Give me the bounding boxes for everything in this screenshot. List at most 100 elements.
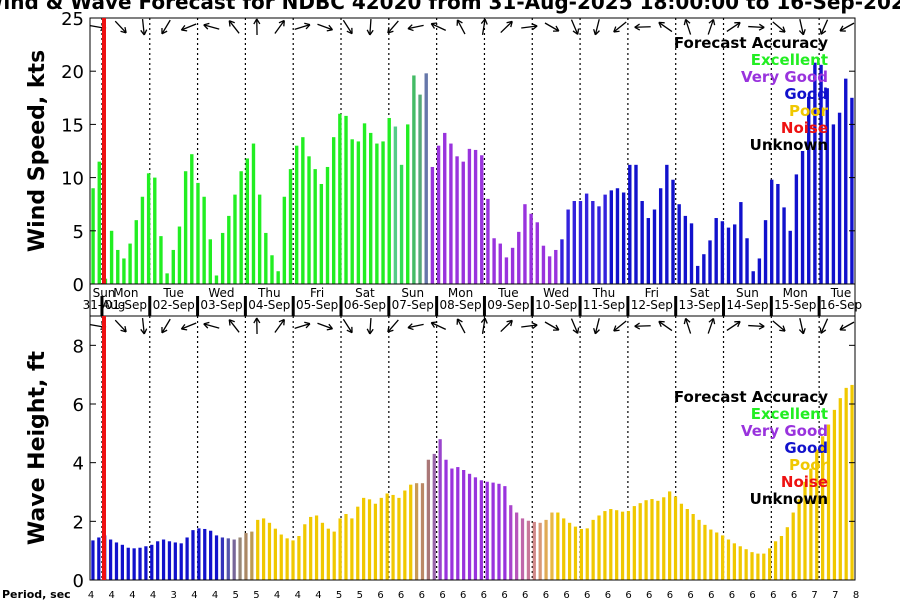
wind-bar	[369, 133, 372, 284]
day-separator	[340, 296, 343, 316]
wave-bar	[291, 540, 294, 580]
wind-bar	[640, 201, 643, 284]
direction-arrow	[180, 320, 197, 332]
wind-bar	[178, 227, 181, 284]
wave-bar	[762, 554, 765, 580]
wind-bar	[190, 154, 193, 284]
wave-bar	[286, 538, 289, 580]
direction-arrow	[771, 319, 787, 334]
wind-bar	[486, 199, 489, 284]
wave-bar	[338, 518, 341, 580]
direction-arrow	[203, 321, 220, 331]
wave-bar	[439, 439, 442, 580]
direction-arrow	[612, 20, 628, 35]
period-value: 6	[770, 590, 776, 600]
wind-bar	[246, 158, 249, 284]
y-tick-label: 5	[73, 222, 84, 243]
wave-bar	[715, 532, 718, 580]
wind-bar	[702, 254, 705, 284]
wave-bar	[568, 523, 571, 580]
direction-arrow	[430, 21, 447, 33]
wind-bar	[597, 206, 600, 284]
wind-bar	[320, 184, 323, 284]
wave-bar	[344, 514, 347, 580]
wave-bar	[444, 460, 447, 580]
wave-bar	[315, 515, 318, 580]
period-value: 5	[253, 590, 259, 600]
period-value: 6	[377, 590, 383, 600]
legend-entry: Good	[784, 439, 828, 457]
period-value: 5	[336, 590, 342, 600]
wave-bar	[162, 540, 165, 580]
wave-bar	[756, 554, 759, 580]
legend-entry: Excellent	[751, 51, 828, 69]
period-value: 6	[439, 590, 445, 600]
wave-bar	[639, 503, 642, 580]
wave-bar	[197, 528, 200, 580]
wind-bar	[523, 204, 526, 284]
wind-bar	[135, 220, 138, 284]
direction-arrow	[227, 318, 242, 334]
wind-bar	[196, 183, 199, 284]
period-value: 6	[625, 590, 631, 600]
wave-bar	[362, 498, 365, 580]
direction-arrow	[657, 319, 674, 333]
day-separator	[531, 296, 534, 316]
period-value: 3	[171, 590, 177, 600]
wave-y-label: Wave Height, ft	[25, 350, 50, 545]
wind-bar	[418, 95, 421, 284]
wave-bar	[391, 495, 394, 580]
wave-bar	[556, 513, 559, 580]
direction-arrow	[592, 19, 602, 36]
day-date-label: 12-Sep	[631, 298, 673, 312]
wave-bar	[733, 543, 736, 580]
direction-arrow	[386, 19, 401, 35]
wind-bar	[258, 195, 261, 284]
day-separator	[244, 296, 247, 316]
wind-bar	[221, 233, 224, 284]
wave-bar	[544, 520, 547, 580]
wave-bar	[356, 507, 359, 580]
day-date-label: 06-Sep	[344, 298, 386, 312]
direction-arrow	[272, 318, 286, 334]
wind-bar	[363, 123, 366, 284]
period-value: 4	[191, 590, 197, 600]
wind-bar	[289, 169, 292, 284]
direction-arrow	[818, 317, 830, 334]
direction-arrow	[455, 318, 468, 335]
period-value: 4	[212, 590, 218, 600]
wind-bar	[307, 156, 310, 284]
period-value: 6	[584, 590, 590, 600]
wind-bar	[801, 151, 804, 284]
wind-bar	[276, 271, 279, 284]
wave-bar	[703, 525, 706, 580]
wind-bar	[128, 244, 131, 284]
wind-y-label: Wind Speed, kts	[25, 50, 50, 252]
wave-bar	[662, 497, 665, 580]
wind-bar	[758, 258, 761, 284]
wind-bar	[455, 156, 458, 284]
day-date-label: 01-Sep	[105, 298, 147, 312]
wave-bar	[374, 504, 377, 580]
wave-bar	[745, 549, 748, 580]
wind-bar	[443, 133, 446, 284]
wave-bar	[415, 483, 418, 580]
wave-bar	[380, 498, 383, 580]
legend-entry: Noise	[781, 473, 828, 491]
wind-bar	[153, 178, 156, 284]
wave-bar	[497, 484, 500, 580]
wave-bar	[480, 480, 483, 580]
wave-bar	[180, 543, 183, 580]
wave-bar	[327, 529, 330, 580]
wind-bar	[110, 231, 113, 284]
wind-bar	[782, 207, 785, 284]
wind-bar	[542, 246, 545, 284]
legend-entry: Good	[784, 85, 828, 103]
wind-bar	[548, 256, 551, 284]
day-separator	[148, 296, 151, 316]
direction-arrow	[113, 19, 128, 35]
legend-entry: Noise	[781, 119, 828, 137]
day-date-label: 07-Sep	[392, 298, 434, 312]
wave-bar	[250, 532, 253, 580]
